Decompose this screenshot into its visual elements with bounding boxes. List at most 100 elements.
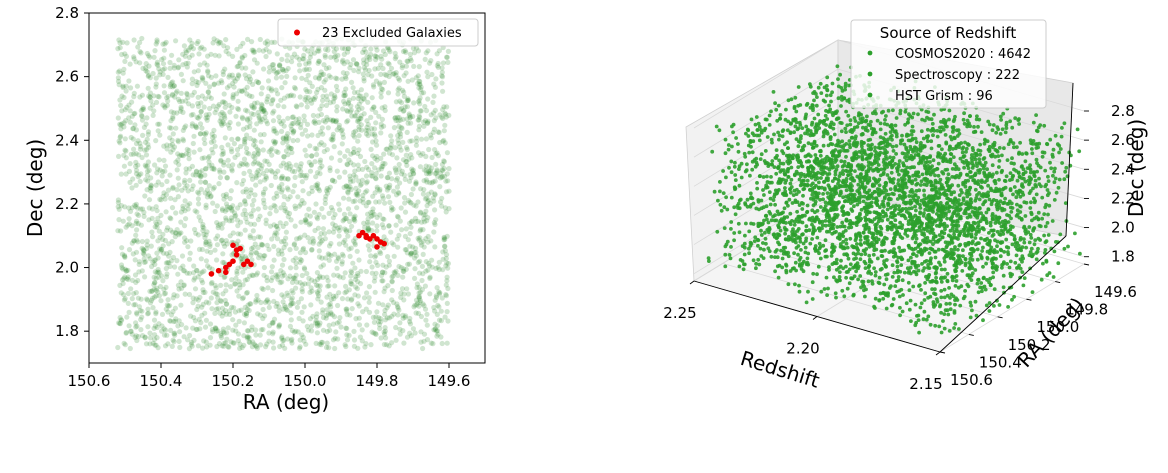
- data-point: [226, 125, 233, 131]
- data-point: [356, 106, 362, 113]
- data-point: [368, 46, 374, 52]
- data-point: [145, 132, 151, 138]
- data-point: [386, 61, 392, 67]
- data-point: [391, 188, 397, 194]
- data-point: [345, 233, 351, 239]
- data-point: [432, 326, 438, 332]
- data-point: [270, 287, 276, 294]
- data-point: [149, 295, 156, 301]
- data-point: [745, 162, 749, 167]
- data-point: [153, 342, 159, 348]
- data-point: [316, 46, 322, 52]
- data-point: [385, 194, 392, 200]
- data-point: [128, 85, 134, 91]
- data-point: [252, 241, 258, 247]
- data-point: [285, 176, 291, 182]
- data-point: [969, 303, 973, 308]
- data-point: [257, 213, 263, 219]
- data-point: [792, 130, 796, 135]
- data-point: [322, 87, 328, 93]
- data-point: [936, 173, 941, 178]
- data-point: [249, 111, 255, 117]
- data-point: [800, 207, 805, 211]
- data-point: [125, 267, 131, 273]
- data-point: [201, 60, 208, 66]
- data-point: [261, 264, 267, 271]
- data-point: [309, 100, 315, 106]
- data-point: [263, 221, 269, 227]
- data-point: [428, 58, 434, 64]
- data-point: [260, 106, 266, 112]
- data-point: [845, 286, 850, 291]
- data-point: [221, 159, 227, 165]
- data-point: [181, 282, 187, 289]
- data-point: [295, 121, 301, 127]
- data-point: [227, 205, 233, 211]
- data-point: [320, 131, 326, 137]
- data-point: [900, 278, 905, 283]
- data-point: [443, 189, 450, 195]
- data-point: [438, 318, 444, 324]
- data-point: [232, 309, 238, 315]
- data-point: [238, 256, 244, 262]
- data-point: [231, 305, 237, 311]
- data-point: [325, 125, 331, 131]
- data-point: [224, 301, 230, 307]
- data-point: [442, 244, 448, 250]
- data-point: [1045, 142, 1049, 146]
- data-point: [229, 252, 235, 258]
- data-point: [437, 139, 443, 146]
- data-point: [373, 109, 379, 115]
- data-point: [167, 172, 173, 178]
- data-point: [363, 306, 369, 312]
- data-point: [378, 124, 384, 130]
- data-point: [123, 88, 129, 94]
- data-point: [240, 40, 246, 46]
- data-point: [261, 197, 267, 203]
- data-point: [261, 272, 267, 278]
- data-point: [351, 162, 357, 168]
- data-point: [797, 283, 801, 288]
- data-point: [148, 185, 154, 191]
- data-point: [163, 260, 169, 266]
- data-point: [873, 223, 878, 227]
- data-point: [330, 131, 336, 137]
- data-point: [395, 244, 401, 250]
- data-point: [411, 100, 417, 106]
- data-point: [446, 206, 452, 212]
- data-point: [274, 51, 280, 57]
- data-point: [329, 137, 335, 143]
- data-point: [295, 194, 301, 200]
- data-point: [251, 57, 258, 63]
- data-point: [381, 289, 387, 295]
- data-point: [255, 270, 261, 276]
- data-point: [359, 327, 365, 333]
- data-point: [381, 216, 387, 222]
- data-point: [910, 236, 915, 241]
- data-point: [170, 131, 176, 137]
- data-point: [238, 307, 244, 313]
- data-point: [271, 298, 277, 304]
- data-point: [1046, 179, 1051, 184]
- data-point: [274, 236, 280, 242]
- data-point: [134, 310, 140, 316]
- data-point: [859, 285, 863, 290]
- data-point: [432, 297, 438, 303]
- data-point: [324, 185, 330, 192]
- data-point: [415, 259, 421, 265]
- data-point: [315, 86, 321, 92]
- data-point: [278, 175, 284, 182]
- data-point: [137, 49, 143, 55]
- data-point: [274, 69, 280, 76]
- data-point: [203, 258, 209, 264]
- data-point: [421, 167, 427, 173]
- data-point: [229, 136, 235, 142]
- data-point: [293, 245, 299, 251]
- data-point: [211, 184, 217, 190]
- data-point: [138, 108, 144, 114]
- data-point: [363, 180, 369, 186]
- data-point: [131, 238, 137, 244]
- data-point: [160, 71, 166, 77]
- data-point: [256, 172, 262, 178]
- data-point: [405, 291, 411, 297]
